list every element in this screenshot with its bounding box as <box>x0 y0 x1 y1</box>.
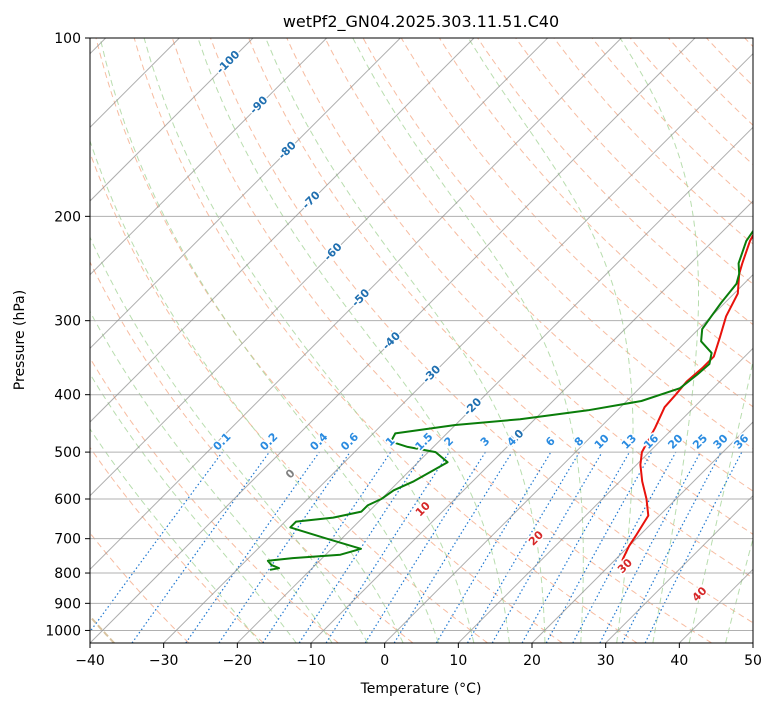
dry-adiabat-line <box>133 38 638 643</box>
skewed-isotherm-line <box>384 273 753 643</box>
dry-adiabat-line <box>90 260 414 643</box>
skewed-isotherm-line <box>605 494 753 643</box>
y-tick-label: 400 <box>54 388 81 404</box>
x-tick-label: 50 <box>744 653 762 669</box>
y-tick-label: 1000 <box>45 623 81 639</box>
x-tick-label: 10 <box>449 653 467 669</box>
y-tick-label: 500 <box>54 445 81 461</box>
x-tick-label: −10 <box>296 653 326 669</box>
dry-adiabat-line <box>515 38 753 285</box>
mixing-ratio-line <box>545 451 653 643</box>
mixing-ratio-lines <box>90 451 743 643</box>
skewed-isotherm-line <box>90 38 254 202</box>
temperature-profile-line <box>621 233 753 569</box>
skewed-isotherm-line <box>90 38 328 276</box>
skewed-isotherm-line <box>163 52 753 643</box>
y-tick-label: 800 <box>54 566 81 582</box>
mixing-ratio-line <box>185 451 320 643</box>
skewed-isotherm-line <box>90 38 549 497</box>
skewed-isotherm-line <box>90 38 475 423</box>
mixing-ratio-line <box>644 451 743 643</box>
chart-title: wetPf2_GN04.2025.303.11.51.C40 <box>283 12 559 32</box>
dry-adiabat-line <box>286 38 753 535</box>
moist-adiabat-line <box>99 38 439 643</box>
skewed-isotherm-line <box>310 200 753 643</box>
skewed-isotherm-line <box>90 38 622 571</box>
isobar-gridlines <box>90 38 753 631</box>
moist-adiabat-line <box>90 310 333 643</box>
y-tick-label: 100 <box>54 31 81 47</box>
skewed-isotherm-line <box>90 38 696 643</box>
mixing-ratio-line <box>262 451 392 643</box>
moist-adiabat-line <box>352 38 584 643</box>
dry-adiabat-line <box>95 38 563 643</box>
moist-adiabat-line <box>619 38 699 643</box>
mixing-ratio-line <box>218 451 351 643</box>
dry-adiabats <box>90 38 753 643</box>
y-tick-label: 900 <box>54 596 81 612</box>
moist-adiabat-line <box>725 537 753 643</box>
dry-adiabat-line <box>90 357 339 643</box>
mixing-ratio-line <box>521 451 631 643</box>
y-tick-label: 300 <box>54 314 81 330</box>
y-tick-label: 200 <box>54 209 81 225</box>
mixing-ratio-line <box>393 451 513 643</box>
dry-adiabat-line <box>171 38 712 643</box>
mixing-ratio-line <box>298 451 425 643</box>
x-tick-label: −40 <box>75 653 105 669</box>
x-tick-label: −20 <box>223 653 253 669</box>
y-axis-title: Pressure (hPa) <box>12 290 28 390</box>
dry-adiabat-line <box>210 38 753 624</box>
x-tick-label: 20 <box>523 653 541 669</box>
skewed-isotherm-line <box>531 421 753 643</box>
y-tick-label: 600 <box>54 492 81 508</box>
dry-adiabat-line <box>90 446 264 643</box>
moist-adiabat-line <box>90 235 369 643</box>
y-tick-label: 700 <box>54 532 81 548</box>
moist-adiabat-line <box>90 372 297 643</box>
moist-adiabat-line <box>90 139 404 643</box>
mixing-ratio-line <box>90 451 223 633</box>
x-axis-ticks: −40 −30 −20 −10 0 10 20 30 40 50 <box>75 643 762 669</box>
x-tick-label: −30 <box>149 653 179 669</box>
mixing-ratio-line <box>131 451 270 643</box>
x-tick-label: 0 <box>380 653 389 669</box>
plot-frame <box>89 37 754 644</box>
skewed-isotherm-line <box>457 347 753 643</box>
sounding-series <box>266 229 753 571</box>
moist-adiabat-line <box>197 38 510 643</box>
x-tick-label: 40 <box>670 653 688 669</box>
moist-adiabats <box>90 38 753 643</box>
y-axis-ticks: 100 200 300 400 500 600 700 800 900 1000 <box>45 31 90 639</box>
mixing-ratio-line <box>572 451 677 643</box>
moist-adiabat-line <box>265 38 546 643</box>
moist-adiabat-line <box>90 428 261 643</box>
mixing-ratio-line <box>325 451 450 643</box>
dewpoint-profile-line <box>266 229 753 571</box>
moist-adiabat-line <box>143 38 475 643</box>
x-axis-title: Temperature (°C) <box>360 681 482 697</box>
dry-adiabat-line <box>248 38 753 579</box>
moist-adiabat-line <box>688 359 753 643</box>
skewed-isotherm-line <box>90 38 401 350</box>
x-tick-label: 30 <box>597 653 615 669</box>
dry-adiabat-line <box>324 38 753 492</box>
